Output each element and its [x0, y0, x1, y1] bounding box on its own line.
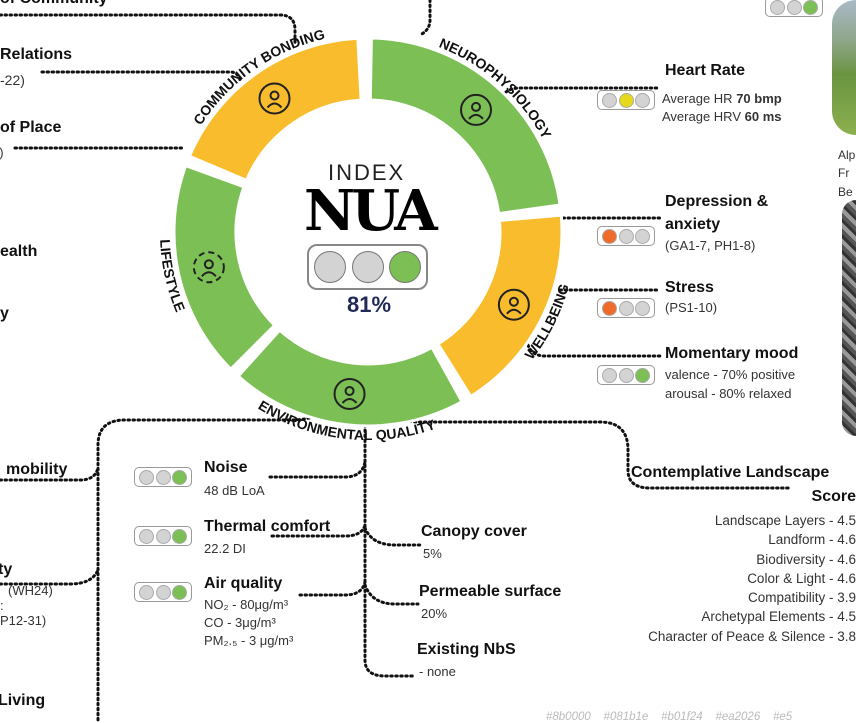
stress-sub: (PS1-10) [665, 300, 718, 315]
heart-rate-line: Average HR 70 bmp [662, 91, 782, 106]
mood-line: valence - 70% positive [665, 367, 796, 382]
mood-title: Momentary mood [665, 345, 799, 362]
landscape-score-item: Landscape Layers - 4.5 [714, 513, 856, 528]
canopy-value: 5% [423, 546, 442, 561]
site-photo [832, 0, 856, 135]
heart-rate-light [597, 90, 655, 110]
noise-title: Noise [204, 459, 248, 476]
depression-sub: (GA1-7, PH1-8) [665, 238, 756, 253]
landscape-subtitle: Score [811, 488, 856, 505]
trees-house-icon [333, 377, 366, 410]
left-item-sub: -22) [0, 72, 25, 88]
light-dot-grey [314, 251, 347, 283]
left-item-sub: 5) [0, 145, 4, 160]
depression-title: Depression & [665, 193, 769, 210]
left-item-title: Living [0, 692, 46, 709]
air-value: CO - 3μg/m³ [204, 615, 276, 630]
air-value: NO₂ - 80μg/m³ [204, 597, 289, 612]
connector [363, 526, 422, 547]
connector [0, 466, 100, 482]
landscape-title: Contemplative Landscape [631, 464, 830, 481]
nua-logo: NUA [304, 178, 438, 244]
connector [0, 13, 297, 47]
photo-caption: Fr [838, 166, 850, 180]
mood-light [597, 365, 655, 385]
connector [0, 568, 100, 586]
mood-faces-icon [497, 288, 530, 321]
left-item-title: y [0, 305, 9, 322]
left-item-title: : [0, 598, 4, 613]
connector [363, 583, 420, 606]
left-item-sub: P12-31) [0, 613, 47, 628]
depression-title-2: anxiety [665, 216, 721, 233]
light-dot-green [388, 251, 421, 283]
photo-caption: Alp [838, 148, 856, 162]
left-item-title: of Place [0, 119, 62, 136]
canopy-title: Canopy cover [421, 523, 527, 540]
lifestyle-cycle-icon [192, 251, 225, 284]
landscape-score-item: Archetypal Elements - 4.5 [701, 609, 856, 625]
connector [96, 403, 332, 722]
brain-heart-icon [460, 93, 493, 126]
top-right-light [765, 0, 823, 17]
heart-rate-line: Average HRV 60 ms [662, 109, 782, 124]
landscape-score-item: Character of Peace & Silence - 3.8 [648, 628, 856, 644]
thermal-title: Thermal comfort [204, 518, 331, 535]
ring-segment-wellbeing [436, 213, 564, 399]
depression-light [597, 226, 655, 246]
landscape-scores: Landscape Layers - 4.5 Landform - 4.6 Biod… [648, 511, 856, 646]
connector [268, 460, 367, 479]
permeable-title: Permeable surface [419, 583, 562, 600]
air-value: PM₂.₅ - 3 μg/m³ [204, 633, 294, 648]
landscape-score-item: Biodiversity - 4.6 [756, 551, 856, 567]
left-item-title: mobility [6, 461, 68, 478]
connector [363, 408, 417, 678]
left-item-title: Relations [0, 46, 73, 63]
air-title: Air quality [204, 575, 283, 592]
index-label: INDEX [328, 160, 406, 185]
left-item-sub: (WH24) [8, 583, 53, 598]
site-photo-bw [842, 200, 856, 436]
mood-line: arousal - 80% relaxed [665, 386, 792, 401]
light-dot-grey [351, 251, 384, 283]
connector [298, 580, 367, 597]
community-heart-icon [258, 82, 291, 115]
ring-segment-neurophysiology [368, 36, 562, 216]
heart-rate-title: Heart Rate [665, 62, 746, 79]
landscape-score-item: Landform - 4.6 [768, 532, 856, 548]
palette-codes: #8b0000 #081b1e #b01f24 #ea2026 #e5 [546, 711, 793, 723]
stress-title: Stress [665, 279, 714, 296]
landscape-score-item: Color & Light - 4.6 [747, 570, 856, 586]
nbs-value: - none [419, 664, 456, 679]
left-item-title: ealth [0, 243, 38, 260]
noise-light [134, 467, 192, 487]
thermal-light [134, 526, 192, 546]
connector [418, 0, 432, 37]
left-item-title: ty [0, 561, 13, 578]
landscape-score-item: Compatibility - 3.9 [747, 590, 856, 606]
nbs-title: Existing NbS [417, 641, 516, 658]
ring-segment-community-bonding [187, 36, 363, 182]
permeable-value: 20% [421, 606, 448, 621]
air-light [134, 582, 192, 602]
index-score: 81% [347, 292, 392, 317]
left-item-title: of Community [0, 0, 108, 8]
noise-value: 48 dB LoA [204, 483, 265, 498]
index-traffic-light [307, 244, 428, 290]
photo-caption: Be [838, 185, 853, 199]
thermal-value: 22.2 DI [204, 541, 246, 556]
connector [526, 343, 662, 358]
connector [40, 70, 242, 82]
stress-light [597, 298, 655, 318]
